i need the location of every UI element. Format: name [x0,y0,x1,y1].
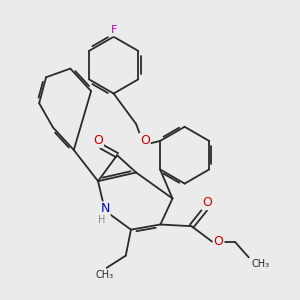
Text: O: O [202,196,212,209]
Text: CH₃: CH₃ [96,269,114,280]
Text: O: O [140,134,150,147]
Text: CH₃: CH₃ [251,259,270,269]
Text: O: O [214,235,224,248]
Text: F: F [110,26,117,35]
Text: H: H [98,215,105,225]
Text: O: O [93,134,103,147]
Text: N: N [100,202,110,215]
